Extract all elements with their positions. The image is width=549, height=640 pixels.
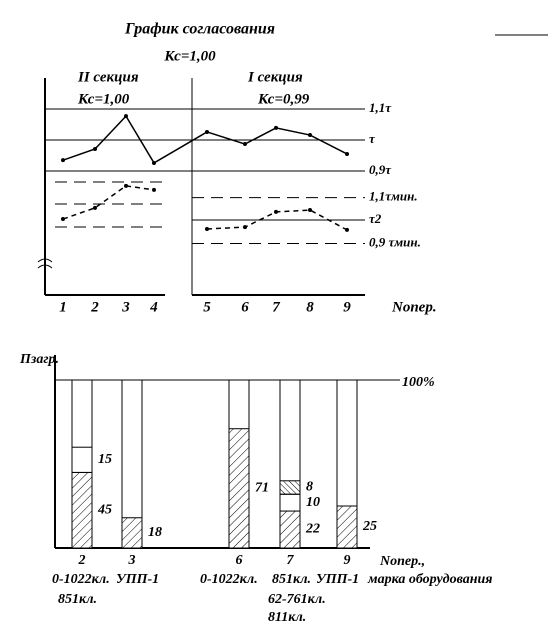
- equipment-label: 0-1022кл.: [52, 572, 110, 587]
- data-label: 8: [306, 480, 313, 495]
- point: [274, 209, 278, 214]
- x-tick-label: 2: [78, 553, 86, 568]
- point: [243, 142, 247, 147]
- section-kc: Кс=0,99: [257, 91, 310, 107]
- x-tick-label: 9: [343, 299, 351, 315]
- point: [205, 226, 209, 231]
- point: [61, 158, 65, 163]
- data-label: 15: [98, 452, 112, 467]
- series-line: [62, 185, 155, 220]
- bar-segment: [279, 480, 301, 495]
- equipment-label: УПП-1: [316, 572, 359, 587]
- section-name: II секция: [77, 69, 139, 85]
- x-tick-label: 6: [236, 553, 243, 568]
- point: [124, 183, 128, 188]
- axis-break: [37, 258, 53, 269]
- chart-subtitle: Кс=1,00: [163, 48, 216, 64]
- point: [93, 146, 97, 151]
- bar-segment: [71, 471, 93, 549]
- equipment-label: 811кл.: [268, 610, 306, 625]
- bar-segment: [71, 446, 93, 473]
- x-tick-label: 7: [272, 299, 280, 315]
- chart-title: График согласования: [124, 21, 275, 38]
- equipment-label: УПП-1: [116, 572, 159, 587]
- point: [152, 160, 156, 165]
- point: [345, 227, 349, 232]
- bar-segment: [336, 505, 358, 549]
- data-label: 22: [305, 522, 320, 537]
- section-name: I секция: [247, 69, 303, 85]
- data-label: 71: [255, 481, 269, 496]
- y-tick-label: 0,9 τмин.: [369, 235, 421, 250]
- x-axis-label: Nопер.,: [379, 554, 425, 569]
- point: [205, 129, 209, 134]
- y-tick-label: τ2: [369, 211, 382, 226]
- data-label: 18: [148, 525, 162, 540]
- y-axis-label: Пзагр.: [19, 352, 59, 367]
- equipment-label: 851кл.: [272, 572, 311, 587]
- section-kc: Кс=1,00: [77, 91, 130, 107]
- point: [93, 205, 97, 210]
- x-tick-label: 9: [344, 553, 351, 568]
- x-tick-label: 7: [287, 553, 295, 568]
- equipment-label: 0-1022кл.: [200, 572, 258, 587]
- point: [152, 187, 156, 192]
- bar-segment: [279, 510, 301, 549]
- point: [345, 151, 349, 156]
- y-tick-label: 1,1τ: [369, 100, 392, 115]
- x-tick-label: 3: [121, 299, 130, 315]
- y-tick-label: 0,9τ: [369, 162, 392, 177]
- bar-segment: [121, 517, 143, 549]
- point: [308, 208, 312, 213]
- y-tick-label: τ: [369, 131, 376, 146]
- x-axis-label: Nопер.: [391, 299, 437, 315]
- x-tick-label: 8: [306, 299, 314, 315]
- x-tick-label: 3: [128, 553, 136, 568]
- equipment-label: 851кл.: [58, 592, 97, 607]
- x-tick-label: 5: [203, 299, 211, 315]
- point: [274, 125, 278, 130]
- x-axis-label: марка оборудования: [367, 572, 493, 587]
- x-tick-label: 4: [149, 299, 158, 315]
- y-tick-label: 1,1τмин.: [369, 189, 418, 204]
- data-label: 25: [362, 519, 377, 534]
- point: [243, 225, 247, 230]
- point: [124, 114, 128, 119]
- x-tick-label: 1: [59, 299, 67, 315]
- equipment-label: 62-761кл.: [268, 592, 326, 607]
- x-tick-label: 2: [90, 299, 99, 315]
- data-label: 10: [306, 495, 320, 510]
- bar-segment: [228, 428, 250, 549]
- data-label: 45: [97, 502, 112, 517]
- point: [61, 217, 65, 222]
- x-tick-label: 6: [241, 299, 249, 315]
- bar-segment: [279, 493, 301, 512]
- point: [308, 133, 312, 138]
- y-tick-label: 100%: [402, 375, 435, 390]
